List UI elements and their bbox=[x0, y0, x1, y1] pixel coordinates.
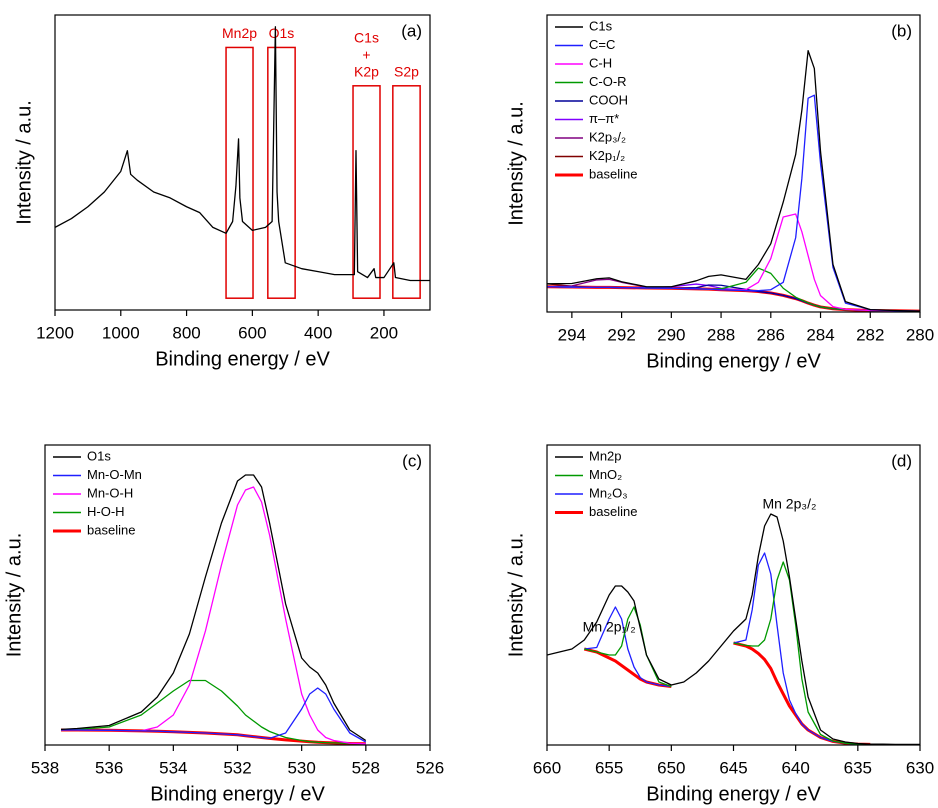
legend-label: baseline bbox=[589, 504, 637, 519]
x-tick-label: 400 bbox=[304, 323, 332, 342]
spectrum-line bbox=[61, 474, 367, 742]
plot-frame bbox=[44, 444, 431, 746]
legend-label: C-O-R bbox=[589, 74, 627, 89]
region-box bbox=[352, 85, 381, 299]
spectrum-line bbox=[547, 213, 920, 312]
x-tick-label: 1000 bbox=[102, 323, 140, 342]
x-tick-label: 290 bbox=[657, 325, 685, 344]
region-label: C1s bbox=[354, 30, 379, 46]
x-tick-label: 1200 bbox=[36, 323, 74, 342]
region-box bbox=[392, 85, 421, 299]
spectrum-line bbox=[61, 679, 366, 745]
legend-label: C-H bbox=[589, 55, 612, 70]
legend-label: Mn₂O₃ bbox=[589, 485, 628, 500]
x-tick-label: 645 bbox=[719, 758, 747, 777]
x-tick-label: 640 bbox=[781, 758, 809, 777]
annotation: Mn 2p₃/₂ bbox=[762, 496, 816, 512]
x-tick-label: 530 bbox=[287, 758, 315, 777]
spectrum-line bbox=[55, 26, 430, 282]
x-tick-label: 655 bbox=[595, 758, 623, 777]
spectrum-line bbox=[547, 94, 920, 312]
spectrum-line bbox=[547, 513, 920, 745]
x-tick-label: 292 bbox=[607, 325, 635, 344]
panel-label: (d) bbox=[891, 451, 912, 470]
plot-lines bbox=[547, 513, 920, 745]
spectrum-line bbox=[61, 687, 367, 743]
legend-label: K2p₁/₂ bbox=[589, 148, 625, 163]
x-tick-label: 526 bbox=[416, 758, 444, 777]
x-tick-label: 286 bbox=[757, 325, 785, 344]
region-label: + bbox=[362, 47, 370, 63]
plot-lines bbox=[61, 474, 367, 745]
x-tick-label: 635 bbox=[844, 758, 872, 777]
legend-label: COOH bbox=[589, 92, 628, 107]
y-axis-label: Intensity / a.u. bbox=[505, 101, 527, 226]
region-label: K2p bbox=[354, 64, 379, 80]
x-tick-label: 294 bbox=[558, 325, 586, 344]
spectrum-line bbox=[547, 49, 920, 312]
region-label: S2p bbox=[394, 64, 419, 80]
x-tick-label: 650 bbox=[657, 758, 685, 777]
x-tick-label: 282 bbox=[856, 325, 884, 344]
annotation: Mn 2p₁/₂ bbox=[583, 619, 636, 635]
plot-frame bbox=[54, 14, 431, 311]
legend-label: Mn-O-H bbox=[87, 485, 133, 500]
x-axis-label: Binding energy / eV bbox=[646, 783, 821, 805]
plot-lines bbox=[55, 26, 430, 282]
legend-label: baseline bbox=[87, 522, 135, 537]
legend-label: C1s bbox=[589, 18, 613, 33]
legend-label: Mn2p bbox=[589, 448, 622, 463]
spectrum-line bbox=[583, 641, 871, 745]
legend-label: C=C bbox=[589, 37, 615, 52]
spectrum-line bbox=[584, 552, 871, 745]
legend-label: H-O-H bbox=[87, 504, 125, 519]
plot-lines bbox=[547, 49, 920, 312]
y-axis-label: Intensity / a.u. bbox=[13, 100, 35, 225]
x-tick-label: 534 bbox=[159, 758, 187, 777]
x-axis-label: Binding energy / eV bbox=[150, 783, 325, 805]
plot-frame bbox=[546, 14, 921, 313]
legend-label: K2p₃/₂ bbox=[589, 129, 626, 144]
x-tick-label: 288 bbox=[707, 325, 735, 344]
x-tick-label: 528 bbox=[352, 758, 380, 777]
y-axis-label: Intensity / a.u. bbox=[3, 533, 25, 658]
x-tick-label: 200 bbox=[370, 323, 398, 342]
region-box bbox=[225, 46, 254, 299]
x-axis-label: Binding energy / eV bbox=[646, 350, 821, 372]
spectrum-line bbox=[547, 278, 920, 312]
y-axis-label: Intensity / a.u. bbox=[505, 533, 527, 658]
x-tick-label: 800 bbox=[172, 323, 200, 342]
spectrum-line bbox=[61, 486, 366, 745]
legend-label: π–π* bbox=[589, 111, 619, 126]
region-box bbox=[267, 46, 296, 299]
panel-label: (a) bbox=[401, 21, 422, 40]
x-tick-label: 538 bbox=[31, 758, 59, 777]
x-tick-label: 630 bbox=[906, 758, 934, 777]
legend-label: MnO₂ bbox=[589, 467, 622, 482]
legend-label: baseline bbox=[589, 166, 637, 181]
legend-label: O1s bbox=[87, 448, 111, 463]
region-label: O1s bbox=[269, 25, 295, 41]
panel-label: (c) bbox=[402, 451, 422, 470]
panel-label: (b) bbox=[891, 21, 912, 40]
x-tick-label: 284 bbox=[806, 325, 834, 344]
legend-label: Mn-O-Mn bbox=[87, 467, 142, 482]
x-tick-label: 660 bbox=[533, 758, 561, 777]
region-label: Mn2p bbox=[222, 25, 257, 41]
x-tick-label: 532 bbox=[223, 758, 251, 777]
spectrum-line bbox=[584, 561, 871, 745]
x-axis-label: Binding energy / eV bbox=[155, 348, 330, 370]
plot-frame bbox=[546, 444, 921, 746]
x-tick-label: 280 bbox=[906, 325, 934, 344]
x-tick-label: 600 bbox=[238, 323, 266, 342]
x-tick-label: 536 bbox=[95, 758, 123, 777]
